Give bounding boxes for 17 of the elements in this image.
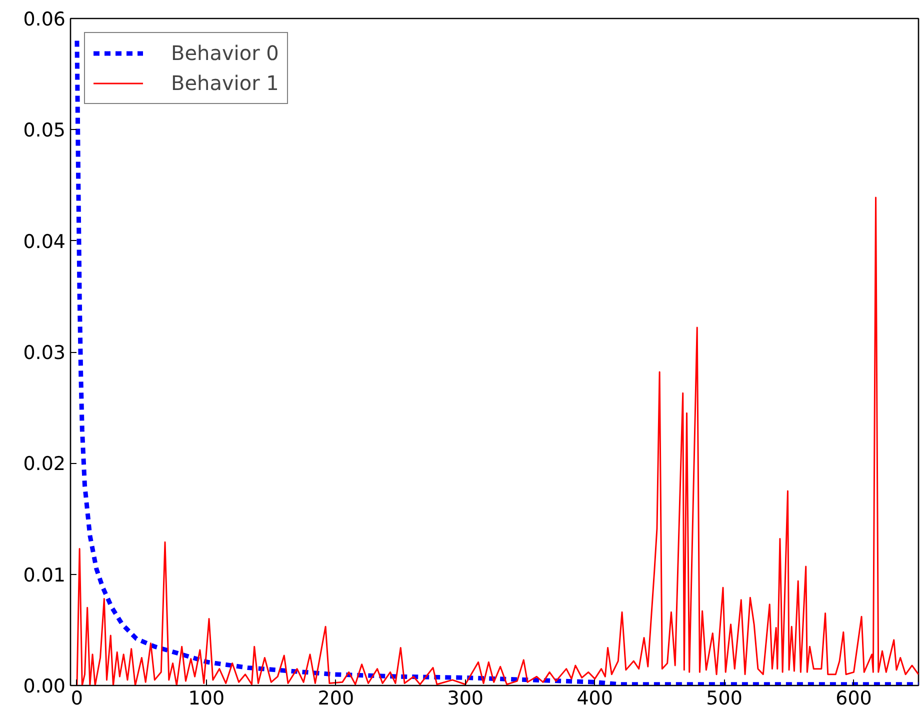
x-tick-label: 300 — [447, 688, 484, 710]
legend-label: Behavior 1 — [171, 71, 279, 95]
x-tick-label: 500 — [706, 688, 742, 710]
x-tick-label: 0 — [70, 688, 84, 710]
y-tick-label: 0.02 — [23, 453, 66, 476]
y-tick-label: 0.04 — [23, 230, 66, 253]
line-series — [76, 196, 918, 686]
y-tick-label: 0.01 — [23, 564, 66, 586]
x-tick-label: 600 — [836, 688, 872, 710]
x-tick-label: 400 — [576, 688, 613, 710]
y-tick-label: 0.00 — [23, 676, 66, 698]
y-tick-label: 0.03 — [23, 342, 66, 364]
y-tick-label: 0.06 — [23, 8, 66, 30]
x-tick-label: 200 — [318, 688, 354, 710]
y-tick-label: 0.05 — [23, 120, 66, 142]
x-tick-label: 100 — [188, 688, 225, 710]
legend-label: Behavior 0 — [171, 41, 279, 65]
